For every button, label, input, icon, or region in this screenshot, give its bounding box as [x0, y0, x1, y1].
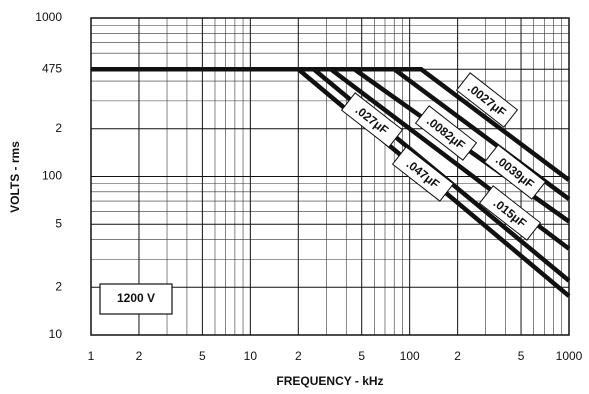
- annotation: 1200 V: [117, 291, 155, 305]
- plot-frame: [90, 17, 570, 336]
- series-line: [91, 66, 571, 201]
- y-tick-label: 475: [42, 61, 62, 75]
- x-tick-label: 5: [358, 349, 365, 363]
- x-tick-label: 1: [88, 349, 95, 363]
- y-axis-label: VOLTS - rms: [8, 141, 22, 213]
- x-axis-label: FREQUENCY - kHz: [276, 374, 383, 388]
- x-tick-label: 5: [199, 349, 206, 363]
- y-tick-label: 2: [55, 279, 62, 293]
- curve-label-box: [391, 146, 455, 202]
- annotation-box: [99, 283, 173, 315]
- series-line: [91, 66, 571, 298]
- x-tick-label: 2: [454, 349, 461, 363]
- curve-label-box: [455, 72, 519, 128]
- curve-label: .0082μF: [414, 105, 478, 161]
- y-tick-label: 2: [55, 121, 62, 135]
- x-tick-label: 5: [518, 349, 525, 363]
- y-tick-label: 100: [42, 169, 62, 183]
- x-tick-label: 2: [295, 349, 302, 363]
- curve-label-box: [414, 105, 478, 161]
- x-tick-label: 100: [400, 349, 420, 363]
- curve-label-box: [340, 92, 404, 148]
- y-tick-label: 1000: [35, 10, 62, 24]
- x-tick-label: 2: [136, 349, 143, 363]
- curve-label-box: [478, 185, 542, 241]
- x-tick-label: 10: [244, 349, 258, 363]
- y-tick-label: 10: [49, 327, 63, 341]
- x-tick-label: 1000: [556, 349, 583, 363]
- curve-label-box: [483, 144, 547, 200]
- y-tick-label: 5: [55, 216, 62, 230]
